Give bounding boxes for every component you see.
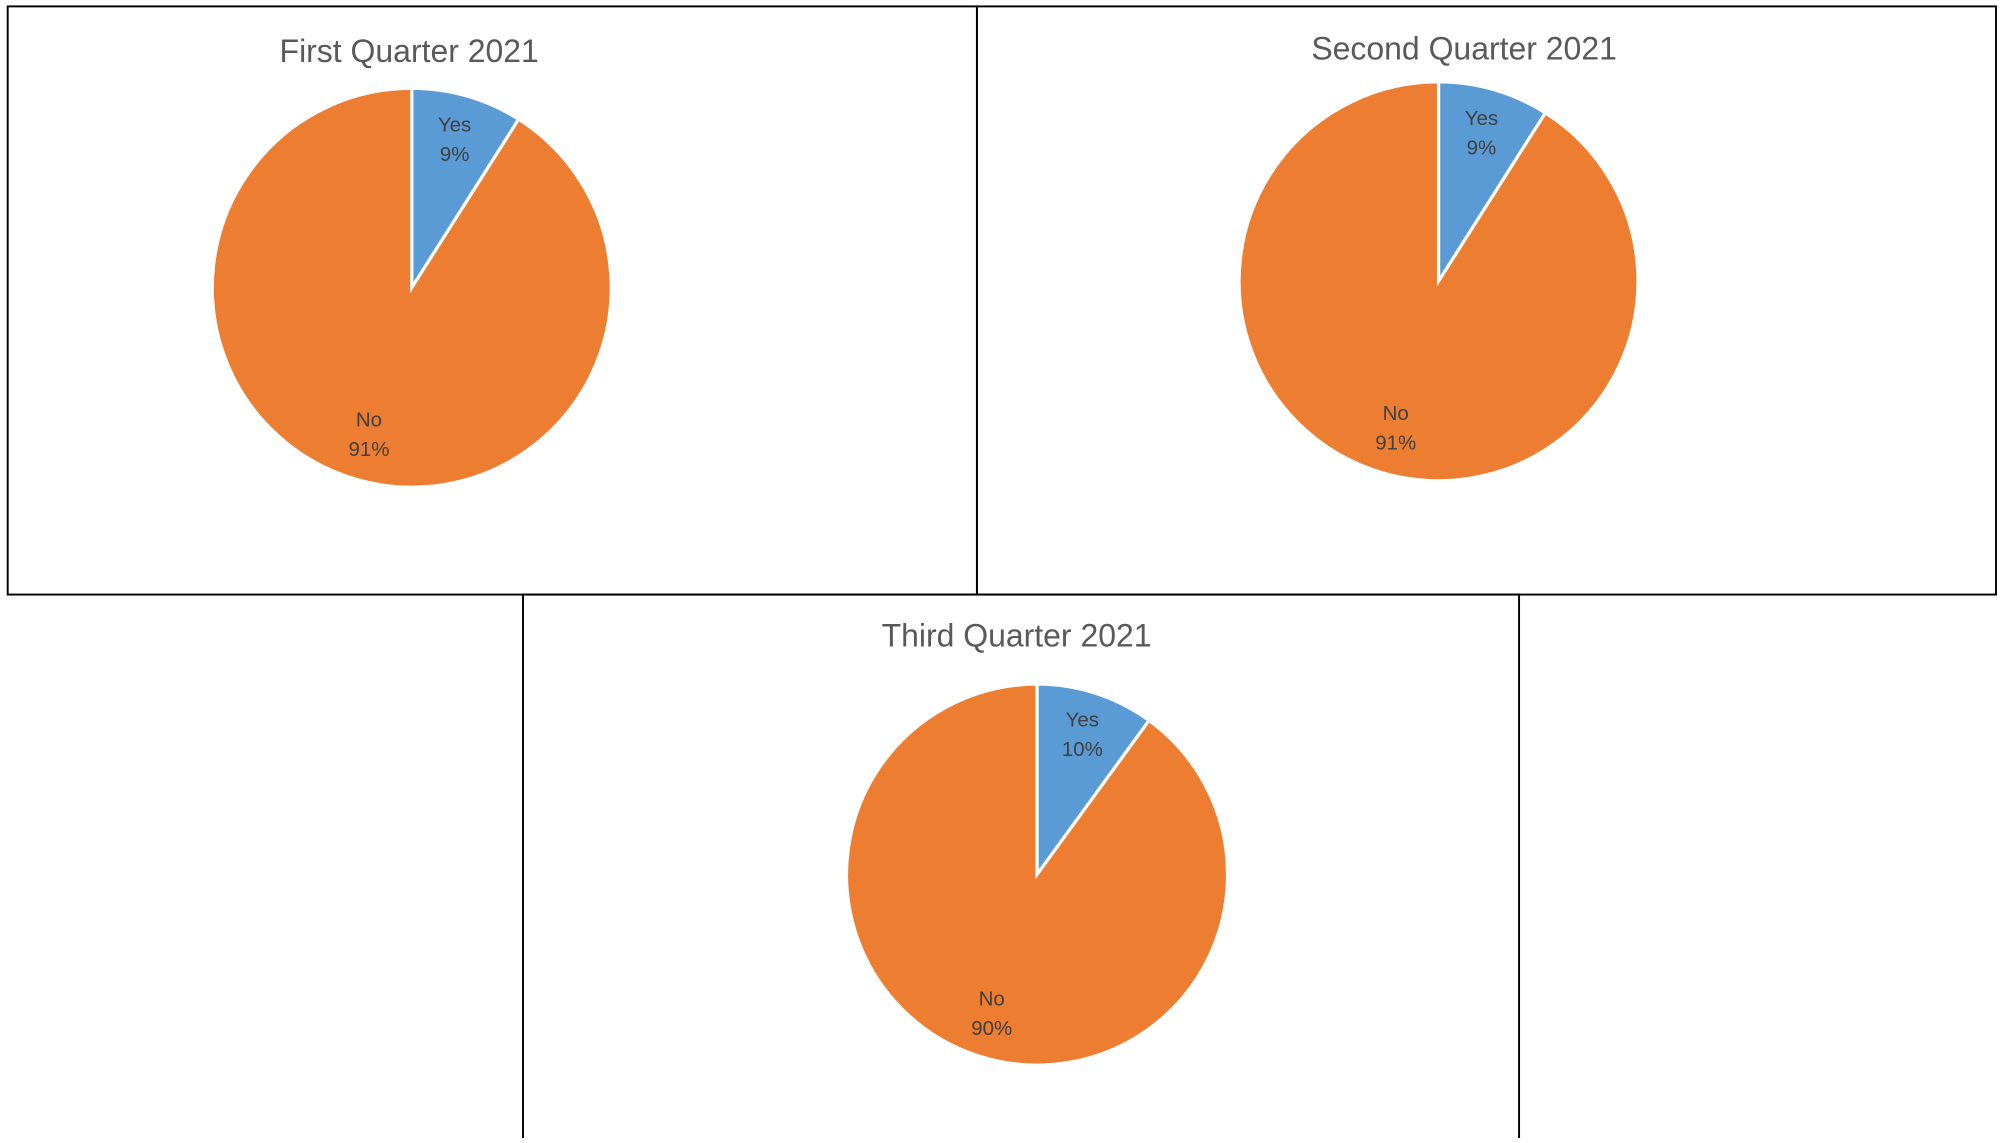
slice-value-label: 91% bbox=[1375, 432, 1416, 455]
slice-value-label: 9% bbox=[440, 143, 470, 166]
pie-slice bbox=[1436, 80, 1548, 287]
slice-value-label: 10% bbox=[1062, 738, 1103, 761]
slice-category-label: Yes bbox=[1465, 107, 1498, 130]
slice-value-label: 90% bbox=[971, 1017, 1012, 1040]
chart-title: First Quarter 2021 bbox=[280, 33, 539, 69]
slice-category-label: No bbox=[979, 987, 1005, 1010]
slice-value-label: 9% bbox=[1467, 137, 1497, 160]
slice-category-label: Yes bbox=[438, 114, 471, 137]
pie-slice bbox=[210, 86, 613, 489]
pie-slice bbox=[410, 86, 521, 294]
slice-category-label: Yes bbox=[1066, 708, 1099, 731]
slice-category-label: No bbox=[356, 409, 382, 432]
chart-frame bbox=[522, 593, 1521, 1143]
pie-slice bbox=[844, 682, 1230, 1067]
chart-title: Second Quarter 2021 bbox=[1311, 31, 1617, 67]
pie-slice bbox=[1237, 80, 1640, 483]
pie-slice bbox=[1035, 682, 1152, 880]
slice-category-label: No bbox=[1383, 402, 1409, 425]
slice-value-label: 91% bbox=[348, 438, 389, 461]
chart-title: Third Quarter 2021 bbox=[882, 617, 1152, 653]
